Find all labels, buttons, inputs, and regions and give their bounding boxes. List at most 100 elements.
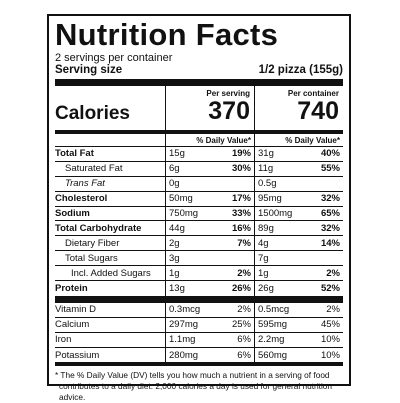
nutrient-name: Total Sugars	[65, 252, 118, 264]
dv-per-container: 2%	[326, 267, 340, 279]
nutrient-row: Total Carbohydrate 44g 16% 89g 32%	[55, 221, 343, 237]
dv-per-serving: 19%	[231, 148, 251, 160]
per-serving-label: Per serving	[206, 89, 250, 98]
dv-per-serving: 6%	[237, 334, 251, 346]
calories-per-container: 740	[297, 97, 339, 125]
amount-per-container: 11g	[258, 163, 274, 175]
amount-per-serving: 750mg	[169, 208, 199, 219]
amount-per-serving: 1.1mg	[169, 334, 196, 346]
amount-per-serving: 0.3mcg	[169, 304, 201, 316]
amount-per-container: 89g	[258, 222, 274, 234]
nutrient-row: Dietary Fiber 2g 7% 4g 14%	[55, 236, 343, 252]
amount-per-serving: 1g	[169, 267, 180, 279]
dv-per-container: 32%	[320, 222, 340, 234]
dv-per-serving: 2%	[237, 267, 251, 279]
dv-per-container: 45%	[320, 319, 340, 331]
nutrition-label: Nutrition Facts 2 servings per container…	[47, 14, 351, 402]
dv-per-container: 52%	[320, 282, 340, 294]
amount-per-container: 26g	[258, 282, 274, 294]
amount-per-container: 95mg	[258, 193, 282, 205]
nutrient-row: Potassium 280mg 6% 560mg 10%	[55, 347, 343, 363]
dv-per-serving: 6%	[237, 349, 251, 361]
nutrient-name: Calcium	[55, 319, 90, 331]
divider-medium	[55, 130, 343, 134]
nutrient-name: Dietary Fiber	[65, 237, 120, 249]
amount-per-container: 31g	[258, 148, 274, 160]
dv-per-container: 32%	[320, 193, 340, 205]
nutrient-row: Total Sugars 3g 7g	[55, 251, 343, 267]
nutrient-rows: Total Fat 15g 19% 31g 40% Saturated Fat 6g 30% 1…	[55, 147, 343, 296]
amount-per-serving: 0g	[169, 178, 180, 190]
dv-per-container: 40%	[320, 148, 340, 160]
dv-per-serving: 16%	[231, 222, 251, 234]
nutrient-name: Iron	[55, 334, 72, 346]
divider-thick	[55, 79, 343, 86]
footnote: * The % Daily Value (DV) tells you how m…	[55, 370, 333, 403]
calories-label: Calories	[55, 103, 130, 124]
vitamin-rows: Vitamin D 0.3mcg 2% 0.5mcg 2% Calcium 297mg 25%…	[55, 302, 343, 363]
nutrient-row: Calcium 297mg 25% 595mg 45%	[55, 317, 343, 333]
dv-per-serving: 30%	[231, 163, 251, 175]
calories-per-container-col: Per container 740	[255, 86, 343, 130]
dv-per-serving: 25%	[231, 319, 251, 331]
nutrient-name: Total Fat	[55, 148, 94, 160]
dv-per-serving: 33%	[231, 208, 251, 219]
nutrient-row: Protein 13g 26% 26g 52%	[55, 281, 343, 296]
amount-per-container: 1500mg	[258, 208, 293, 219]
divider-thick-2	[55, 295, 343, 303]
nutrient-row: Vitamin D 0.3mcg 2% 0.5mcg 2%	[55, 302, 343, 318]
dv-per-container: 10%	[320, 334, 340, 346]
dv-per-container: 14%	[320, 237, 340, 249]
amount-per-container: 7g	[258, 252, 269, 264]
nutrient-name: Sodium	[55, 208, 90, 219]
amount-per-serving: 280mg	[169, 349, 199, 361]
amount-per-serving: 2g	[169, 237, 180, 249]
dv-per-container: 10%	[320, 349, 340, 361]
nutrient-row: Trans Fat 0g 0.5g	[55, 176, 343, 192]
amount-per-container: 595mg	[258, 319, 288, 331]
amount-per-serving: 13g	[169, 282, 185, 294]
amount-per-container: 560mg	[258, 349, 288, 361]
serving-size-value: 1/2 pizza (155g)	[258, 64, 343, 76]
nutrient-name: Potassium	[55, 349, 100, 361]
amount-per-container: 0.5g	[258, 178, 277, 190]
dv-per-container: 55%	[320, 163, 340, 175]
amount-per-container: 2.2mg	[258, 334, 285, 346]
nutrient-row: Saturated Fat 6g 30% 11g 55%	[55, 161, 343, 177]
serving-size-row: Serving size 1/2 pizza (155g)	[55, 64, 343, 77]
nutrient-name: Vitamin D	[55, 304, 97, 316]
divider-medium-2	[55, 362, 343, 367]
amount-per-container: 4g	[258, 237, 269, 249]
amount-per-serving: 15g	[169, 148, 185, 160]
dv-per-container: 2%	[326, 304, 340, 316]
nutrient-name: Protein	[55, 282, 88, 294]
amount-per-container: 1g	[258, 267, 269, 279]
nutrient-name: Cholesterol	[55, 193, 108, 205]
servings-per-container: 2 servings per container	[55, 52, 173, 64]
per-container-label: Per container	[287, 89, 339, 98]
calories-per-serving-col: Per serving 370	[165, 86, 255, 130]
dv-header-container: % Daily Value*	[285, 135, 340, 145]
amount-per-serving: 44g	[169, 222, 185, 234]
nutrient-name: Saturated Fat	[65, 163, 123, 175]
calories-per-serving: 370	[208, 97, 250, 125]
amount-per-serving: 297mg	[169, 319, 199, 331]
dv-per-serving: 26%	[231, 282, 251, 294]
amount-per-serving: 50mg	[169, 193, 193, 205]
dv-per-serving: 7%	[237, 237, 251, 249]
amount-per-container: 0.5mcg	[258, 304, 290, 316]
nutrient-row: Cholesterol 50mg 17% 95mg 32%	[55, 191, 343, 207]
daily-value-header: % Daily Value* % Daily Value*	[55, 134, 343, 147]
amount-per-serving: 6g	[169, 163, 180, 175]
dv-header-serving: % Daily Value*	[196, 135, 251, 145]
amount-per-serving: 3g	[169, 252, 180, 264]
nutrient-row: Sodium 750mg 33% 1500mg 65%	[55, 206, 343, 222]
serving-size-label: Serving size	[55, 64, 123, 76]
calories-row: Calories Per serving 370 Per container 7…	[55, 86, 343, 130]
nutrient-row: Total Fat 15g 19% 31g 40%	[55, 147, 343, 162]
label-title: Nutrition Facts	[55, 17, 279, 52]
nutrient-row: Incl. Added Sugars 1g 2% 1g 2%	[55, 266, 343, 282]
dv-per-serving: 2%	[237, 304, 251, 316]
dv-per-serving: 17%	[231, 193, 251, 205]
nutrient-name: Incl. Added Sugars	[71, 267, 151, 279]
